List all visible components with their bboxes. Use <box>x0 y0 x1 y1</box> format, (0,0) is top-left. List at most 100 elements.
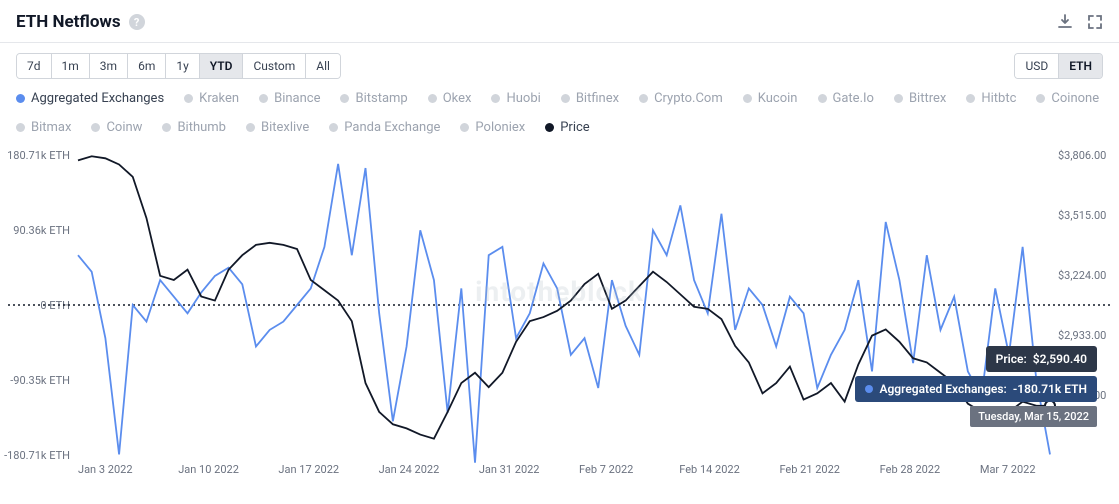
range-btn-6m[interactable]: 6m <box>128 54 166 78</box>
time-range-selector: 7d1m3m6m1yYTDCustomAll <box>16 53 341 79</box>
legend-item-bitfinex[interactable]: Bitfinex <box>561 91 619 106</box>
legend-item-okex[interactable]: Okex <box>428 91 472 106</box>
x-axis-tick: Feb 7 2022 <box>579 463 633 476</box>
legend-dot <box>639 94 648 103</box>
legend-item-huobi[interactable]: Huobi <box>491 91 540 106</box>
legend-label: Bitstamp <box>355 91 407 106</box>
legend-label: Crypto.Com <box>654 91 723 106</box>
legend-dot <box>743 94 752 103</box>
range-btn-custom[interactable]: Custom <box>243 54 306 78</box>
legend-dot <box>184 94 193 103</box>
right-axis-tick: $2,933.00 <box>1058 329 1106 342</box>
legend-dot <box>259 94 268 103</box>
legend-dot <box>1036 94 1045 103</box>
tooltip-date: Tuesday, Mar 15, 2022 <box>970 406 1097 427</box>
x-axis-tick: Feb 14 2022 <box>679 463 740 476</box>
legend-label: Coinw <box>106 120 142 135</box>
tooltip-price: Price: $2,590.40 <box>986 346 1097 372</box>
legend-item-bitstamp[interactable]: Bitstamp <box>340 91 407 106</box>
legend-dot <box>91 123 100 132</box>
legend-label: Coinone <box>1051 91 1099 106</box>
legend-dot <box>545 123 554 132</box>
tooltip-price-label: Price: <box>996 352 1027 366</box>
left-axis-tick: 180.71k ETH <box>7 149 70 162</box>
legend-item-poloniex[interactable]: Poloniex <box>460 120 525 135</box>
range-btn-3m[interactable]: 3m <box>90 54 128 78</box>
x-axis-tick: Jan 17 2022 <box>278 463 339 476</box>
legend-label: Bitmax <box>31 120 71 135</box>
legend-item-bitexlive[interactable]: Bitexlive <box>246 120 309 135</box>
left-axis-tick: -180.71k ETH <box>4 449 70 462</box>
chart-tooltip: Price: $2,590.40 Aggregated Exchanges: -… <box>855 346 1097 427</box>
legend-item-price[interactable]: Price <box>545 120 589 135</box>
legend-label: Kucoin <box>758 91 798 106</box>
legend-item-panda-exchange[interactable]: Panda Exchange <box>329 120 440 135</box>
legend-dot <box>340 94 349 103</box>
legend-label: Binance <box>274 91 320 106</box>
legend-item-coinone[interactable]: Coinone <box>1036 91 1099 106</box>
x-axis-tick: Feb 28 2022 <box>880 463 941 476</box>
legend-item-kraken[interactable]: Kraken <box>184 91 239 106</box>
legend-label: Poloniex <box>475 120 525 135</box>
legend-dot <box>428 94 437 103</box>
x-axis-tick: Feb 21 2022 <box>779 463 840 476</box>
tooltip-series-value: -180.71k ETH <box>1013 382 1087 396</box>
legend-dot <box>246 123 255 132</box>
x-axis-tick: Mar 7 2022 <box>980 463 1036 476</box>
legend-label: Hitbtc <box>981 91 1016 106</box>
legend-label: Okex <box>443 91 472 106</box>
legend-item-crypto-com[interactable]: Crypto.Com <box>639 91 723 106</box>
x-axis-tick: Jan 31 2022 <box>479 463 540 476</box>
page-title: ETH Netflows <box>16 12 121 32</box>
legend-item-bithumb[interactable]: Bithumb <box>162 120 226 135</box>
legend-item-hitbtc[interactable]: Hitbtc <box>966 91 1016 106</box>
legend-label: Panda Exchange <box>344 120 440 135</box>
legend-item-bittrex[interactable]: Bittrex <box>894 91 946 106</box>
tooltip-series-dot <box>865 385 873 393</box>
left-axis-tick: -90.35k ETH <box>10 374 70 387</box>
fullscreen-icon[interactable] <box>1087 14 1103 30</box>
unit-btn-eth[interactable]: ETH <box>1059 54 1102 78</box>
left-axis-tick: 90.36k ETH <box>13 224 70 237</box>
tooltip-series-label: Aggregated Exchanges: <box>879 382 1006 396</box>
range-btn-7d[interactable]: 7d <box>17 54 52 78</box>
legend-item-aggregated-exchanges[interactable]: Aggregated Exchanges <box>16 91 164 106</box>
range-btn-1m[interactable]: 1m <box>52 54 90 78</box>
range-btn-1y[interactable]: 1y <box>166 54 199 78</box>
download-icon[interactable] <box>1057 14 1073 30</box>
legend-item-binance[interactable]: Binance <box>259 91 320 106</box>
legend-label: Kraken <box>199 91 239 106</box>
legend-dot <box>491 94 500 103</box>
unit-selector: USDETH <box>1014 53 1103 79</box>
line-chart[interactable]: 180.71k ETH90.36k ETH0 ETH-90.35k ETH-18… <box>0 145 1119 485</box>
legend-item-gate-io[interactable]: Gate.Io <box>818 91 874 106</box>
legend-label: Bittrex <box>909 91 946 106</box>
tooltip-price-value: $2,590.40 <box>1033 352 1087 366</box>
legend-dot <box>561 94 570 103</box>
legend-label: Bitfinex <box>576 91 619 106</box>
legend-dot <box>329 123 338 132</box>
legend-item-coinw[interactable]: Coinw <box>91 120 142 135</box>
range-btn-all[interactable]: All <box>306 54 340 78</box>
legend-dot <box>162 123 171 132</box>
right-axis-tick: $3,224.00 <box>1058 269 1106 282</box>
legend-dot <box>966 94 975 103</box>
right-axis-tick: $3,515.00 <box>1058 209 1106 222</box>
legend-label: Bithumb <box>177 120 226 135</box>
legend-label: Price <box>560 120 589 135</box>
legend-dot <box>460 123 469 132</box>
legend-dot <box>894 94 903 103</box>
legend-item-kucoin[interactable]: Kucoin <box>743 91 798 106</box>
x-axis-tick: Jan 24 2022 <box>379 463 440 476</box>
help-icon[interactable]: ? <box>129 14 145 30</box>
x-axis-tick: Jan 3 2022 <box>78 463 133 476</box>
legend-label: Huobi <box>506 91 540 106</box>
range-btn-ytd[interactable]: YTD <box>200 54 244 78</box>
unit-btn-usd[interactable]: USD <box>1015 54 1059 78</box>
right-axis-tick: $3,806.00 <box>1058 149 1106 162</box>
legend-item-bitmax[interactable]: Bitmax <box>16 120 71 135</box>
x-axis-tick: Jan 10 2022 <box>178 463 239 476</box>
legend-dot <box>16 94 25 103</box>
legend-dot <box>16 123 25 132</box>
tooltip-series: Aggregated Exchanges: -180.71k ETH <box>855 376 1097 402</box>
